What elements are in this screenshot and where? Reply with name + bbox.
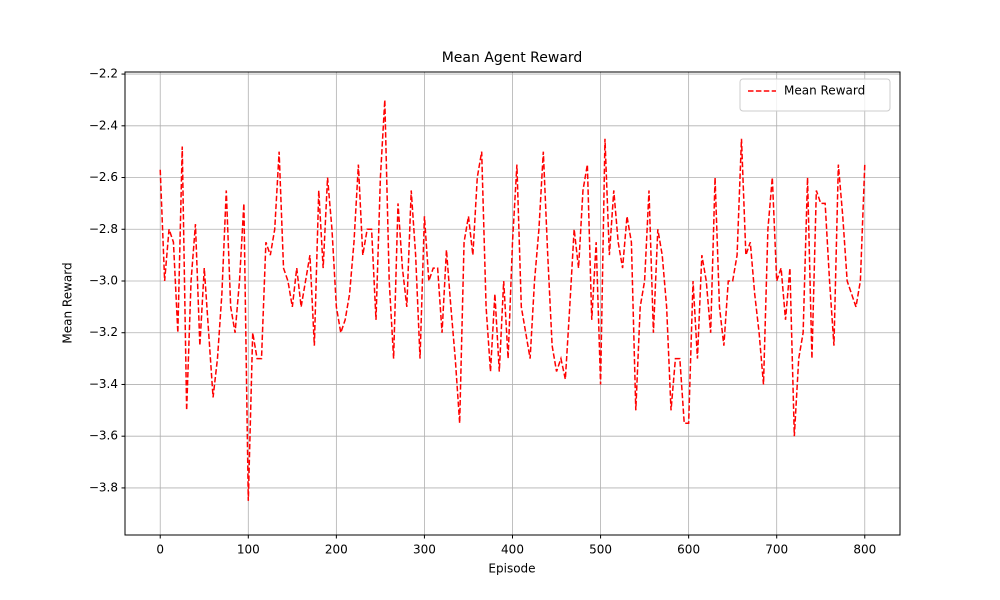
x-tick-label: 800 (853, 543, 876, 557)
x-tick-label: 100 (237, 543, 260, 557)
x-tick-label: 200 (325, 543, 348, 557)
x-tick-label: 500 (589, 543, 612, 557)
x-axis-label: Episode (488, 562, 535, 576)
y-tick-label: −3.6 (89, 429, 118, 443)
y-tick-label: −3.8 (89, 480, 118, 494)
y-tick-label: −2.2 (89, 67, 118, 81)
y-tick-label: −2.8 (89, 222, 118, 236)
y-tick-label: −3.2 (89, 325, 118, 339)
x-tick-label: 400 (501, 543, 524, 557)
y-axis-label: Mean Reward (61, 262, 75, 343)
ticks: 0 100 200 300 400 500 600 700 800 −3.8 −3.6 −3.4 −3.… (89, 67, 876, 557)
chart-title: Mean Agent Reward (442, 50, 583, 66)
x-tick-label: 600 (677, 543, 700, 557)
y-tick-label: −3.0 (89, 273, 118, 287)
legend-label: Mean Reward (784, 84, 865, 98)
x-tick-label: 300 (413, 543, 436, 557)
legend-box (739, 78, 891, 112)
legend: Mean Reward (739, 78, 891, 112)
y-tick-label: −3.4 (89, 377, 118, 391)
x-tick-label: 0 (156, 543, 164, 557)
y-tick-label: −2.4 (89, 118, 118, 132)
data-line (159, 99, 866, 501)
x-tick-label: 700 (765, 543, 788, 557)
y-tick-label: −2.6 (89, 170, 118, 184)
plot (159, 99, 866, 501)
